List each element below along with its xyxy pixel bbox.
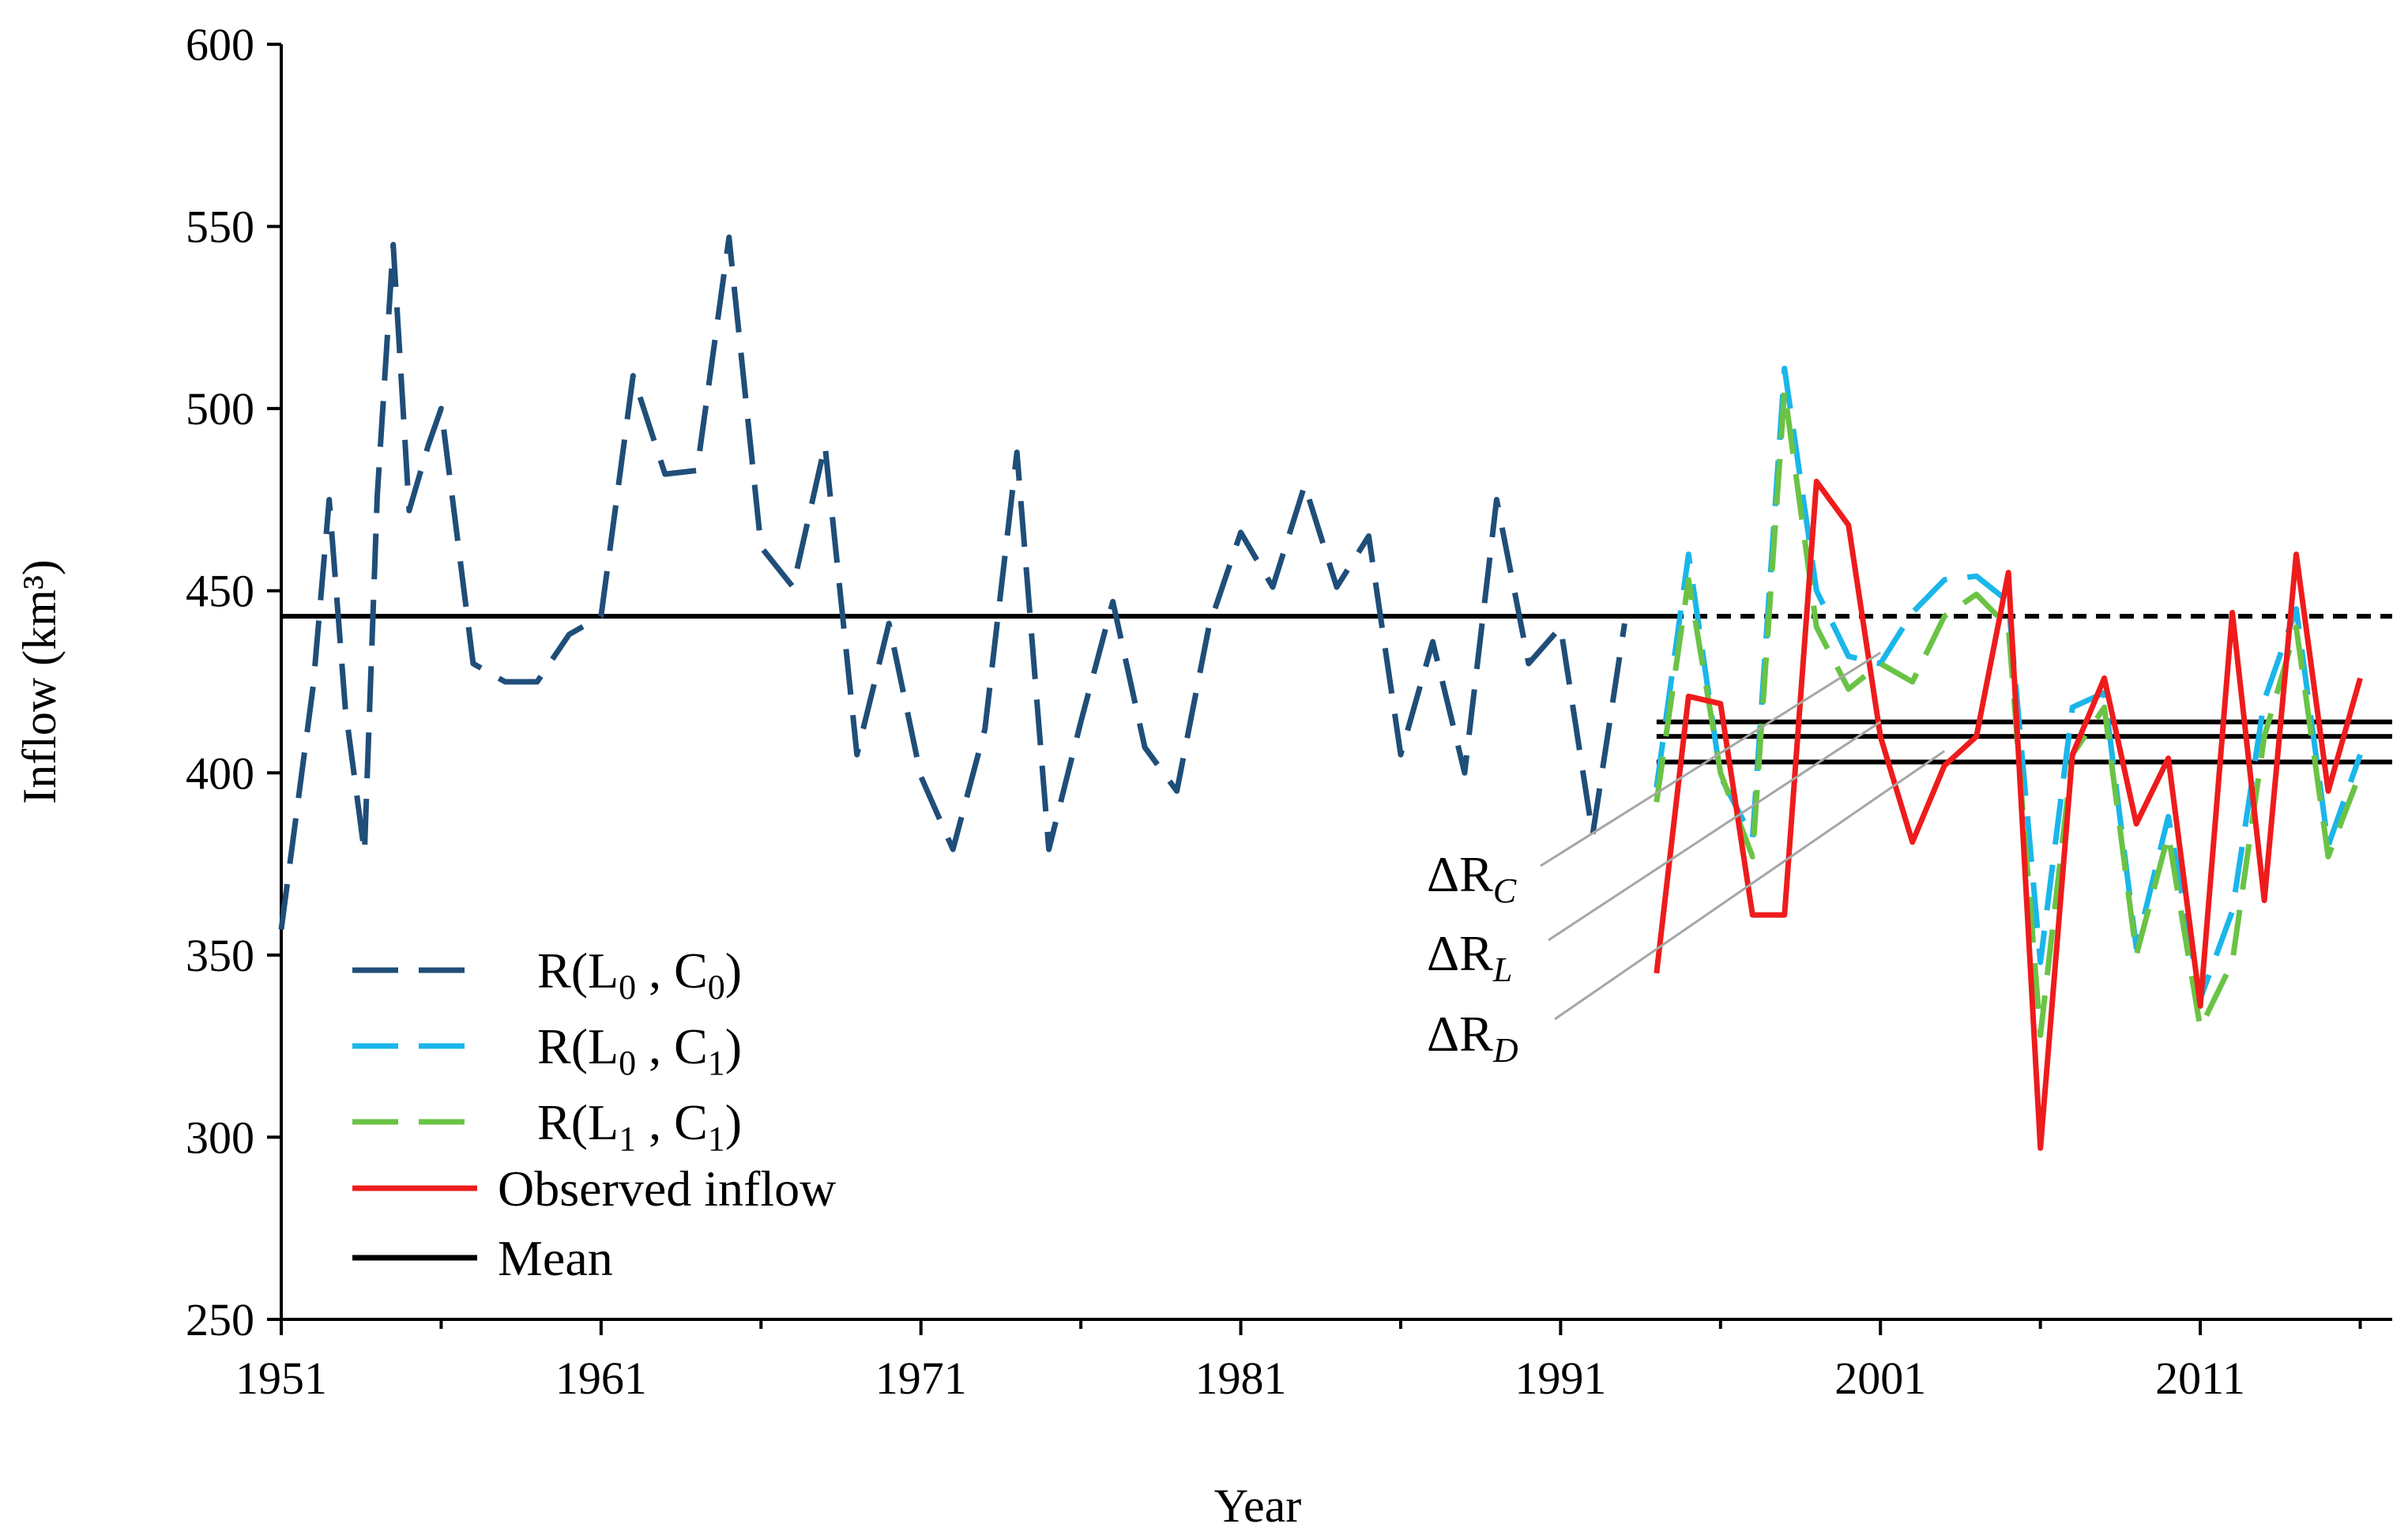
annotation-label: ΔRL: [1427, 925, 1512, 989]
series-line-4: [1654, 478, 2363, 1151]
y-tick-label: 350: [186, 930, 254, 981]
y-tick-label: 400: [186, 747, 254, 799]
y-axis-title: Inflow (km³): [13, 559, 66, 804]
x-tick-label: 1951: [235, 1353, 327, 1404]
legend-label: R(L1 , C1): [537, 1094, 742, 1158]
legend-label: Observed inflow: [498, 1161, 836, 1217]
x-tick-label: 2001: [1834, 1353, 1926, 1404]
x-tick-label: 1961: [555, 1353, 647, 1404]
annotation-leader-line: [1540, 651, 1882, 867]
legend-label-mean: Mean: [498, 1230, 613, 1286]
delta-annotations: ΔRC ΔRL ΔRD: [1427, 651, 1946, 1070]
x-tick-label: 1991: [1514, 1353, 1606, 1404]
y-tick-label: 450: [186, 566, 254, 617]
y-tick-label: 300: [186, 1112, 254, 1163]
series-line-3: [1654, 387, 2363, 1038]
y-tick-label: 600: [186, 19, 254, 70]
legend-label: R(L0 , C1): [537, 1018, 742, 1082]
x-tick-label: 1971: [875, 1353, 967, 1404]
annotation-leader-line: [1548, 721, 1882, 942]
legend: R(L0 , C0) R(L0 , C1) R(L1 , C1)Observed i…: [352, 943, 836, 1286]
y-tick-label: 550: [186, 201, 254, 253]
x-axis-title: Year: [1214, 1480, 1302, 1532]
series-lines: [278, 234, 2363, 1151]
x-tick-label: 1981: [1195, 1353, 1287, 1404]
y-tick-label: 250: [186, 1294, 254, 1345]
legend-label: R(L0 , C0): [537, 943, 742, 1007]
annotation-label: ΔRD: [1427, 1006, 1518, 1070]
axes: 250 300 350 400 450 500 550 600 1951 1961 1971 1981…: [13, 19, 2392, 1532]
y-tick-label: 500: [186, 383, 254, 435]
series-line-1: [278, 234, 1627, 931]
annotation-leader-line: [1554, 750, 1946, 1021]
annotation-label: ΔRC: [1427, 846, 1517, 910]
x-tick-label: 2011: [2155, 1353, 2245, 1404]
